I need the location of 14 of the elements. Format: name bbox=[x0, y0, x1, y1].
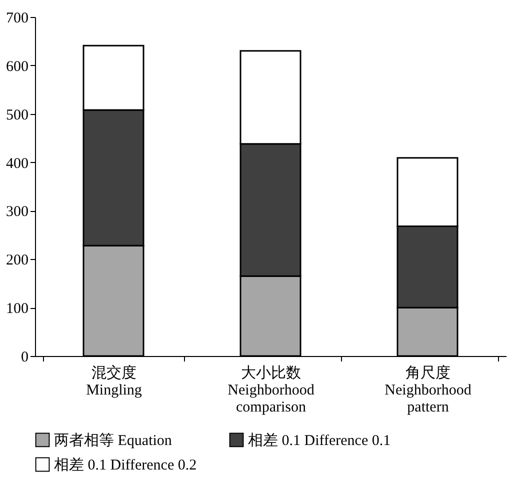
y-tick-label: 200 bbox=[6, 252, 28, 269]
x-tick-label: 角尺度 Neighborhood pattern bbox=[384, 364, 472, 416]
legend-label: 相差 0.1 Difference 0.1 bbox=[248, 432, 391, 449]
x-tick-label: 大小比数 Neighborhood comparison bbox=[228, 364, 315, 416]
y-tick-label: 400 bbox=[6, 156, 28, 172]
y-tick-label: 500 bbox=[6, 107, 28, 124]
y-tick-label: 0 bbox=[21, 350, 28, 366]
y-tick-label: 100 bbox=[6, 301, 28, 318]
y-tick-label: 700 bbox=[6, 10, 28, 26]
y-tick-label: 300 bbox=[6, 204, 28, 220]
x-tick-label: 混交度 Mingling bbox=[86, 364, 142, 398]
y-tick-label: 600 bbox=[6, 58, 28, 75]
legend-label: 相差 0.1 Difference 0.2 bbox=[54, 456, 197, 474]
legend-label: 两者相等 Equation bbox=[54, 432, 172, 449]
